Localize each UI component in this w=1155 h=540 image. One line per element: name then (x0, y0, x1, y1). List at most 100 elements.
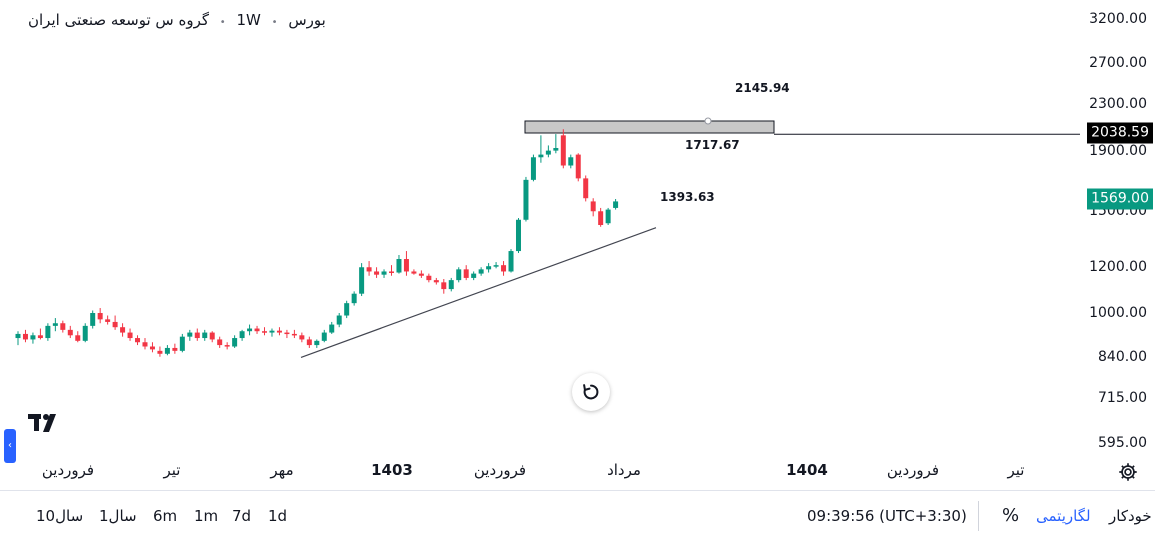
candle-body (291, 333, 297, 336)
chart-pane[interactable]: بورس • 1W • گروه س توسعه صنعتی ایران 214… (0, 0, 1155, 463)
candle-body (217, 339, 223, 346)
candle-body (463, 269, 469, 278)
candle-body (67, 329, 73, 336)
candle-body (389, 271, 394, 273)
candle-body (75, 335, 81, 341)
candle-body (90, 313, 96, 326)
price-tick: 595.00 (1098, 435, 1147, 451)
time-tick: تیر (1007, 461, 1025, 479)
bottom-toolbar: 10سال 1سال 6m 1m 7d 1d 09:39:56 (UTC+3:3… (0, 490, 1155, 540)
candle-body (605, 209, 611, 224)
title-separator-dot: • (219, 17, 226, 28)
time-tick: فروردین (41, 461, 95, 479)
range-1d-button[interactable]: 1d (268, 507, 288, 525)
candle-body (433, 280, 439, 283)
candle-body (426, 275, 432, 281)
candle-body (575, 154, 581, 179)
candle-body (314, 340, 320, 346)
candle-body (530, 157, 536, 180)
log-scale-toggle[interactable]: لگاریتمی (1036, 507, 1091, 525)
price-tick: 1000.00 (1089, 305, 1147, 321)
candle-body (194, 332, 200, 339)
candle-body (560, 135, 566, 166)
candle-body (613, 201, 619, 208)
candle-body (351, 293, 357, 304)
candle-body (478, 269, 484, 274)
candle-body (411, 271, 417, 274)
horizontal-line-price-tag: 2038.59 (1087, 122, 1153, 144)
percent-scale-toggle[interactable]: % (1002, 505, 1020, 526)
time-tick-year: 1403 (371, 461, 413, 479)
candle-body (276, 330, 282, 333)
candle-body (568, 157, 574, 166)
candle-body (284, 332, 290, 335)
candle-body (374, 271, 380, 275)
candle-body (262, 331, 268, 333)
box-top-label: 2145.94 (735, 81, 790, 95)
range-1y-button[interactable]: 1سال (99, 507, 137, 525)
candle-body (239, 331, 245, 339)
candle-body (172, 347, 178, 351)
candle-body (299, 335, 305, 340)
symbol-title[interactable]: بورس • 1W • گروه س توسعه صنعتی ایران (28, 11, 326, 29)
candle-body (344, 303, 350, 316)
price-tick: 2700.00 (1089, 55, 1147, 71)
candle-body (418, 273, 424, 276)
candle-body (359, 267, 365, 294)
auto-scale-toggle[interactable]: خودکار (1109, 507, 1152, 525)
candle-body (202, 332, 208, 339)
trendline-label: 1393.63 (660, 190, 715, 204)
candle-body (254, 328, 260, 332)
candle-body (97, 313, 103, 320)
candle-body (142, 342, 148, 347)
candle-body (209, 332, 215, 340)
symbol-name: گروه س توسعه صنعتی ایران (28, 11, 210, 29)
time-tick: فروردین (473, 461, 527, 479)
price-tick: 1900.00 (1089, 143, 1147, 159)
candle-body (60, 323, 66, 330)
clock-timezone[interactable]: 09:39:56 (UTC+3:30) (807, 507, 967, 525)
expand-panel-tab[interactable]: ‹ (4, 429, 16, 463)
last-price-tag: 1569.00 (1087, 188, 1153, 210)
candle-body (545, 150, 551, 155)
price-tick: 840.00 (1098, 349, 1147, 365)
price-axis[interactable]: 3200.00 2700.00 2300.00 1900.00 1500.00 … (1075, 0, 1155, 455)
candle-body (164, 347, 170, 354)
candle-body (366, 267, 372, 272)
time-tick: مرداد (607, 461, 641, 479)
candle-body (553, 148, 559, 151)
candle-body (105, 319, 111, 322)
candle-body (135, 338, 141, 343)
range-1m-button[interactable]: 1m (194, 507, 219, 525)
candle-body (336, 315, 342, 325)
exchange-label: بورس (288, 11, 326, 29)
reset-chart-button[interactable] (572, 373, 610, 411)
candle-body (179, 336, 185, 351)
candle-body (22, 333, 28, 340)
gear-icon[interactable] (1117, 461, 1139, 483)
candle-body (127, 332, 133, 339)
candle-body (396, 259, 402, 273)
candle-body (501, 265, 507, 272)
candle-body (52, 323, 58, 326)
range-7d-button[interactable]: 7d (232, 507, 252, 525)
candle-body (15, 333, 21, 339)
candle-body (329, 324, 335, 333)
tradingview-logo-icon[interactable] (28, 411, 64, 435)
time-axis[interactable]: فروردین تیر مهر 1403 فروردین مرداد 1404 … (0, 455, 1155, 487)
price-tick: 2300.00 (1089, 96, 1147, 112)
candle-body (187, 332, 193, 337)
annotation-box-handle (704, 117, 712, 125)
candle-body (493, 265, 499, 267)
interval-label[interactable]: 1W (236, 11, 261, 29)
price-chart[interactable] (0, 0, 1155, 455)
toolbar-divider (978, 501, 979, 531)
range-6m-button[interactable]: 6m (153, 507, 178, 525)
candle-body (306, 339, 312, 346)
title-separator-dot: • (271, 17, 278, 28)
candle-body (456, 269, 462, 281)
candle-body (45, 325, 51, 339)
reset-icon (583, 384, 599, 400)
range-10y-button[interactable]: 10سال (36, 507, 84, 525)
